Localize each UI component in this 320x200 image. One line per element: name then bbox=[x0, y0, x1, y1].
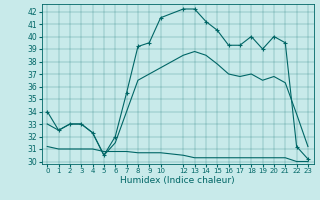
X-axis label: Humidex (Indice chaleur): Humidex (Indice chaleur) bbox=[120, 176, 235, 185]
